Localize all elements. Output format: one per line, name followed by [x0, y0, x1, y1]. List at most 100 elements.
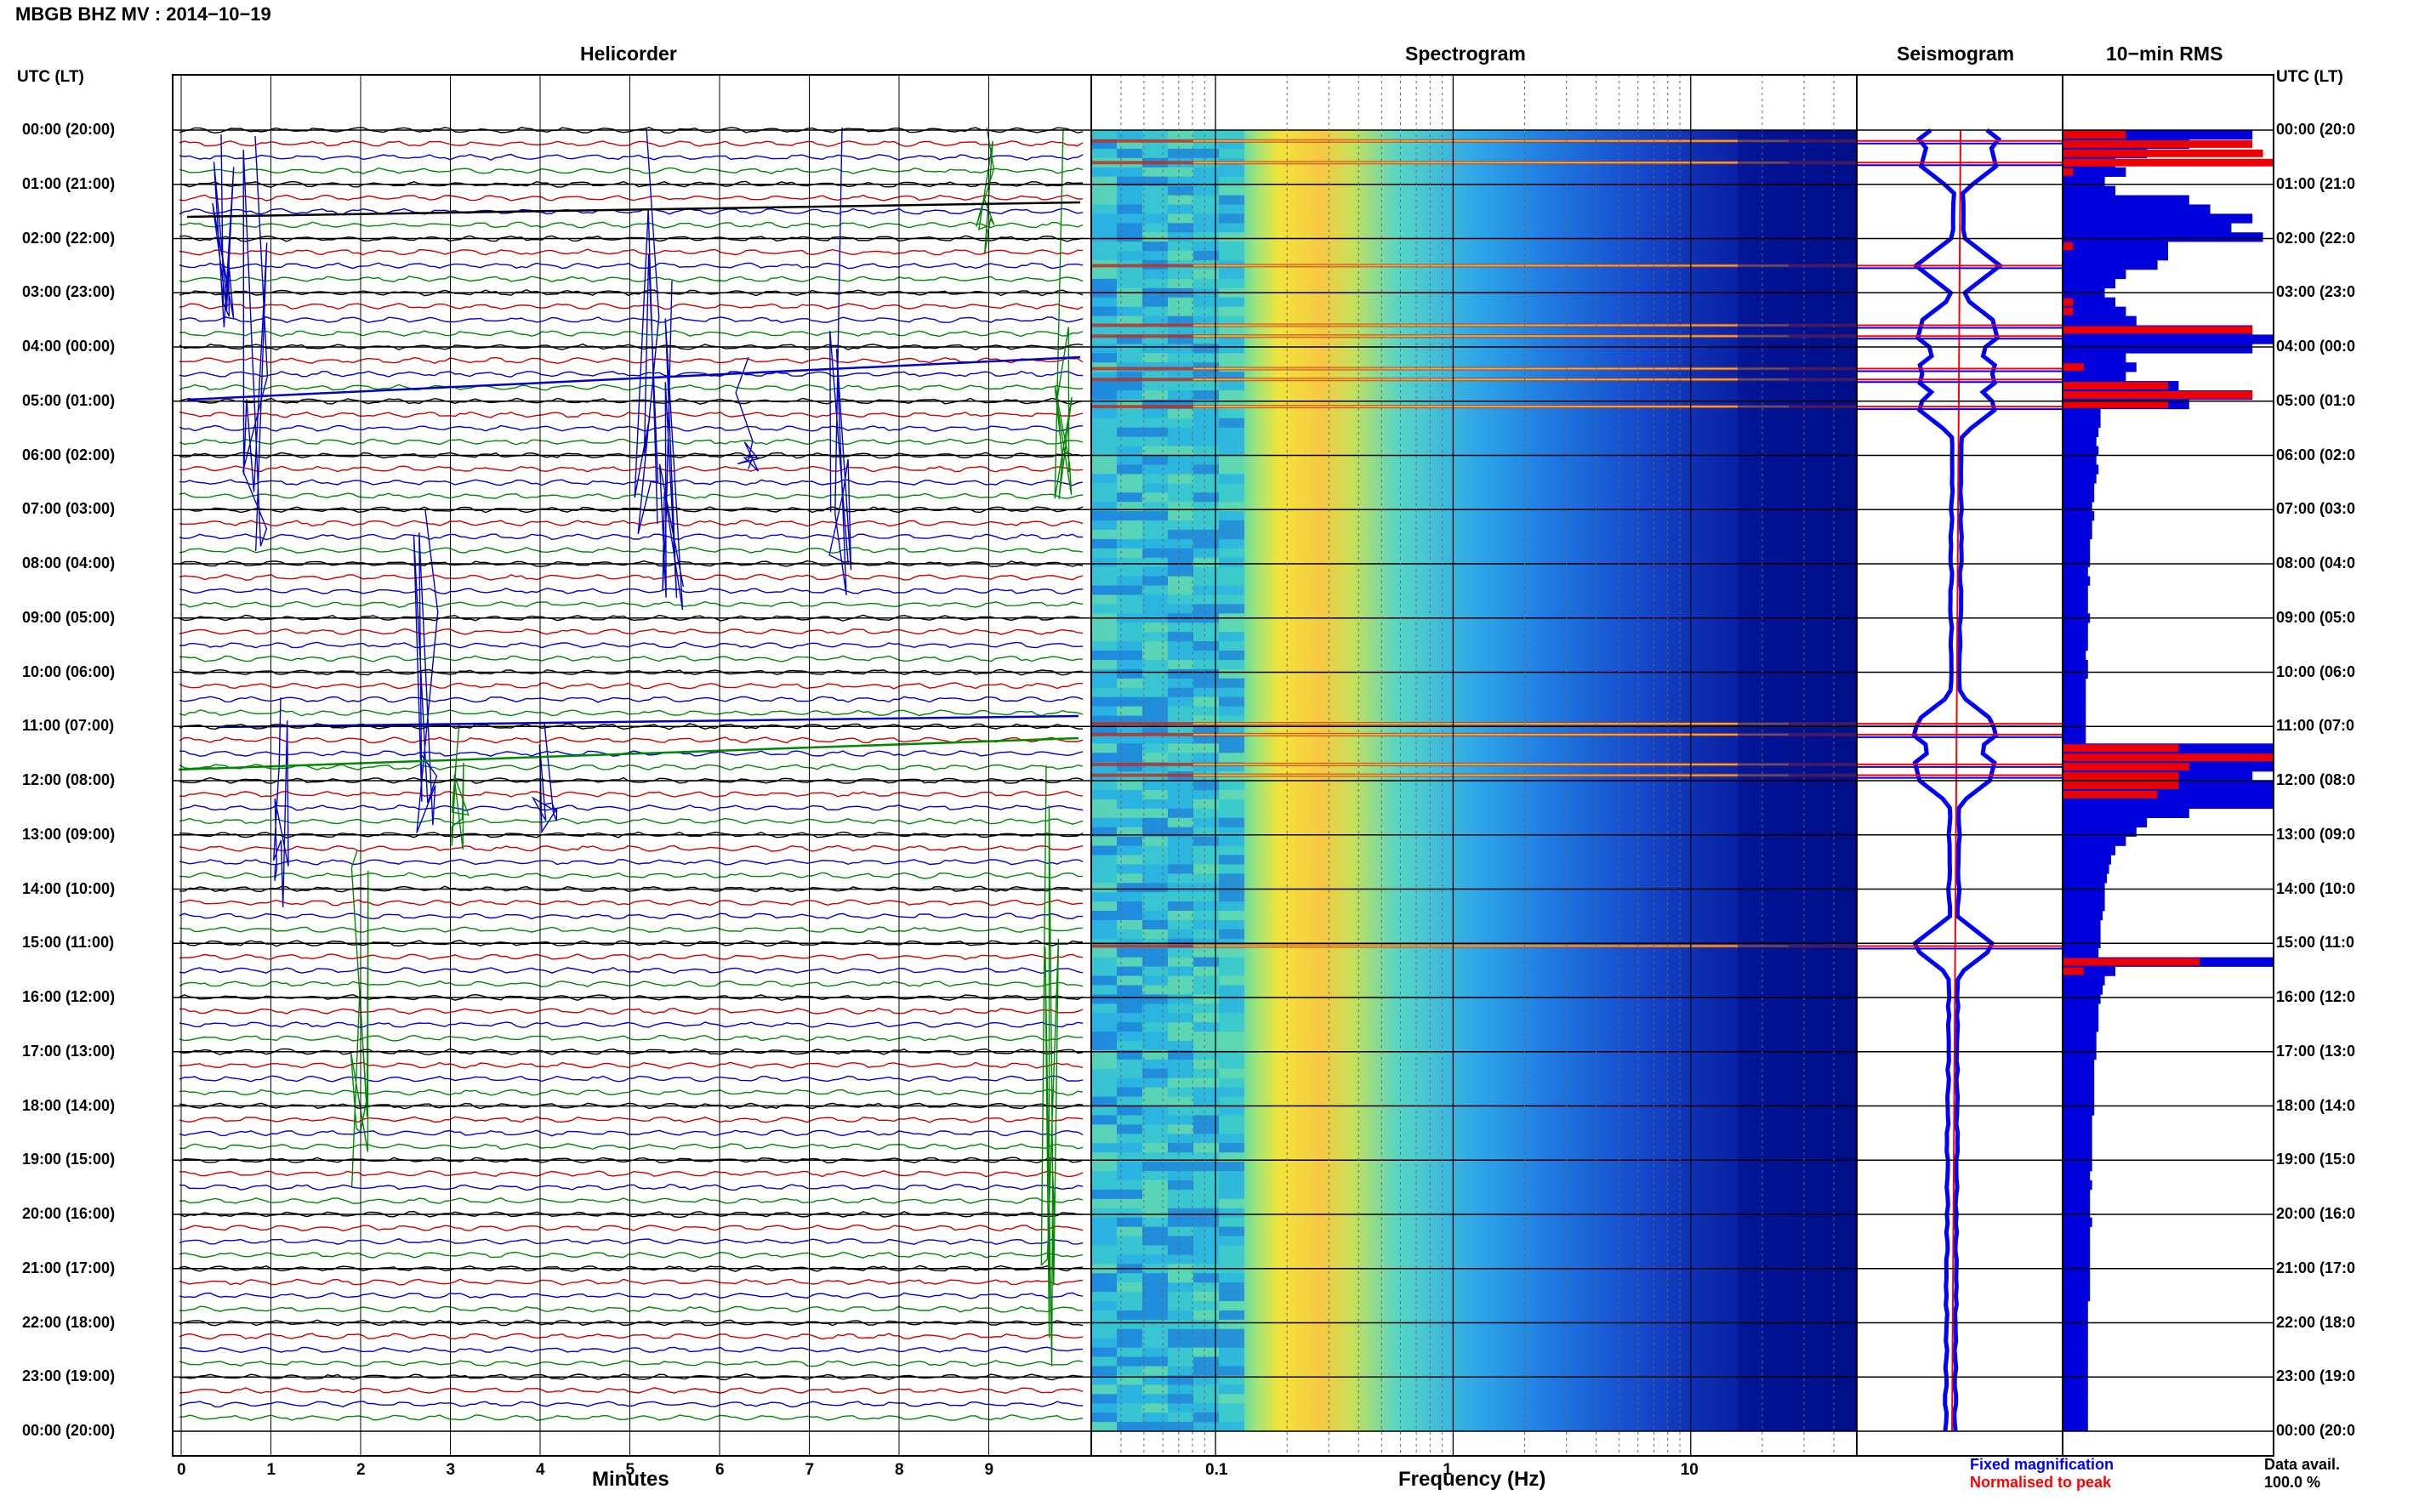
spectrogram-cell: [1168, 1226, 1193, 1236]
spectrogram-cell: [1168, 576, 1193, 586]
spectrogram-cell: [1168, 781, 1193, 791]
rms-bar-fixed: [2063, 372, 2126, 382]
spectrogram-cell: [1168, 372, 1193, 382]
spectrogram-cell: [1091, 520, 1117, 531]
spectrogram-cell: [1219, 892, 1244, 902]
spectrogram-cell: [1117, 911, 1142, 921]
spectrogram-cell: [1193, 845, 1219, 855]
rms-bar-normalised: [2063, 168, 2074, 176]
spectrogram-cell: [1091, 762, 1117, 772]
spectrogram-cell: [1142, 873, 1168, 884]
spectrogram-cell: [1142, 1087, 1168, 1098]
spectrogram-cell: [1142, 1394, 1168, 1404]
rms-bar-fixed: [2063, 1394, 2088, 1404]
rms-bar-fixed: [2063, 659, 2088, 670]
left-hour-label: 06:00 (02:00): [22, 446, 116, 463]
spectrogram-cell: [1091, 911, 1117, 921]
spectrogram-cell: [1091, 130, 1117, 140]
spectrogram-cell: [1219, 622, 1244, 633]
spectrogram-cell: [1117, 919, 1142, 930]
spectrogram-cell: [1219, 632, 1244, 642]
spectrogram-cell: [1168, 353, 1193, 363]
rms-bar-fixed: [2063, 1032, 2097, 1042]
spectrogram-cell: [1219, 223, 1244, 233]
rms-bar-fixed: [2063, 1245, 2091, 1255]
left-axis-label: UTC (LT): [17, 68, 84, 86]
spectrogram-cell: [1142, 446, 1168, 456]
spectrogram-cell: [1117, 585, 1142, 595]
spectrogram-cell: [1219, 548, 1244, 559]
rms-bar-fixed: [2063, 901, 2105, 912]
page-title: MBGB BHZ MV : 2014−10−19: [15, 3, 271, 25]
spectrogram-cell: [1219, 1049, 1244, 1060]
helicorder-drift: [186, 355, 1081, 401]
rms-bar-fixed: [2063, 651, 2086, 661]
spectrogram-cell: [1091, 753, 1117, 763]
spectrogram-cell: [1193, 585, 1219, 595]
spectrogram-cell: [1142, 845, 1168, 855]
spectrogram-cell: [1091, 446, 1117, 456]
right-hour-label: 10:00 (06:0: [2276, 662, 2356, 680]
spectrogram-cell: [1219, 725, 1244, 735]
spectrogram-cell: [1168, 566, 1193, 577]
spectrogram-cell: [1117, 1049, 1142, 1060]
spectrogram-cell: [1219, 1143, 1244, 1153]
spectrogram-event-core: [1193, 324, 1789, 327]
spectrogram-cell: [1091, 1077, 1117, 1089]
spectrogram-cell: [1168, 1366, 1193, 1376]
spectrogram-cell: [1117, 1059, 1142, 1070]
helicorder-trace: [179, 479, 1084, 486]
right-hour-label: 00:00 (20:0: [2276, 121, 2356, 138]
spectrogram-cell: [1091, 1319, 1117, 1330]
spectrogram-cell: [1219, 808, 1244, 819]
spectrogram-event-core: [1193, 763, 1789, 765]
rms-bar-fixed: [2063, 278, 2115, 289]
spectrogram-cell: [1142, 1356, 1168, 1367]
spectrogram-cell: [1091, 325, 1117, 335]
spectrogram-cell: [1117, 1013, 1142, 1023]
spectrogram-cell: [1117, 734, 1142, 744]
spectrogram-cell: [1117, 1226, 1142, 1236]
helicorder-drift: [186, 201, 1081, 219]
spectrogram-cell: [1168, 464, 1193, 475]
spectrogram-cell: [1091, 817, 1117, 828]
helicorder-spike: [413, 509, 439, 833]
spectrogram-cell: [1193, 641, 1219, 651]
helicorder-trace: [179, 1129, 1084, 1137]
spectrogram-cell: [1168, 167, 1193, 178]
spectrogram-cell: [1142, 632, 1168, 642]
spectrogram-cell: [1142, 715, 1168, 725]
helicorder-trace: [179, 1075, 1084, 1083]
spectrogram-cell: [1219, 130, 1244, 140]
spectrogram-cell: [1117, 594, 1142, 605]
rms-bar-fixed: [2063, 604, 2088, 614]
spectrogram-cell: [1091, 1226, 1117, 1236]
spectrogram-cell: [1142, 678, 1168, 689]
spectrogram-cell: [1168, 725, 1193, 735]
spectrogram-cell: [1168, 1087, 1193, 1098]
spectrogram-cell: [1168, 696, 1193, 708]
frequency-tick-label: 1: [1443, 1461, 1452, 1479]
helicorder-spike: [273, 696, 289, 907]
rms-bar-fixed: [2063, 827, 2137, 837]
spectrogram-cell: [1117, 947, 1142, 958]
spectrogram-cell: [1168, 242, 1193, 252]
spectrogram-cell: [1219, 148, 1244, 159]
rms-bar-fixed: [2063, 687, 2086, 697]
spectrogram-cell: [1193, 975, 1219, 986]
spectrogram-cell: [1168, 836, 1193, 846]
spectrogram-event-core: [1193, 723, 1789, 725]
spectrogram-cell: [1193, 696, 1219, 708]
rms-bar-fixed: [2063, 1152, 2092, 1162]
spectrogram-cell: [1091, 706, 1117, 716]
spectrogram-cell: [1168, 455, 1193, 465]
right-hour-label: 01:00 (21:0: [2276, 174, 2356, 192]
spectrogram-cell: [1117, 1319, 1142, 1330]
spectrogram-cell: [1142, 743, 1168, 753]
spectrogram-cell: [1117, 1189, 1142, 1200]
spectrogram-cell: [1117, 1245, 1142, 1255]
rms-bar-normalised: [2063, 382, 2168, 389]
spectrogram-cell: [1219, 985, 1244, 995]
spectrogram-cell: [1117, 474, 1142, 484]
